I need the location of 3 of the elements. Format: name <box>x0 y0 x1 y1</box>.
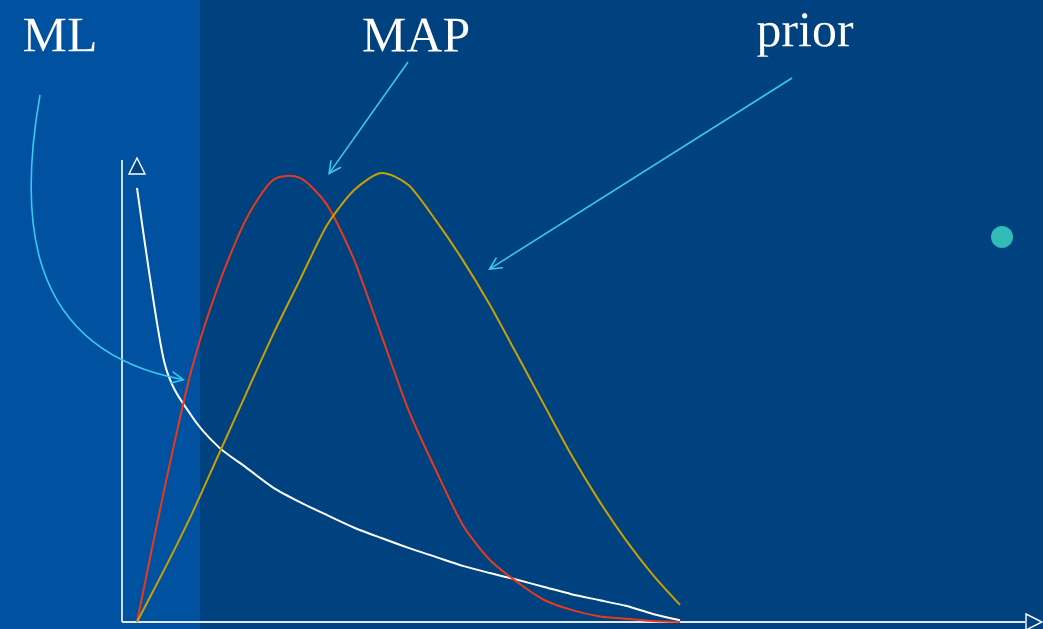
text: ML <box>23 18 95 52</box>
text: prior <box>757 13 854 57</box>
text: MAP <box>363 18 469 52</box>
